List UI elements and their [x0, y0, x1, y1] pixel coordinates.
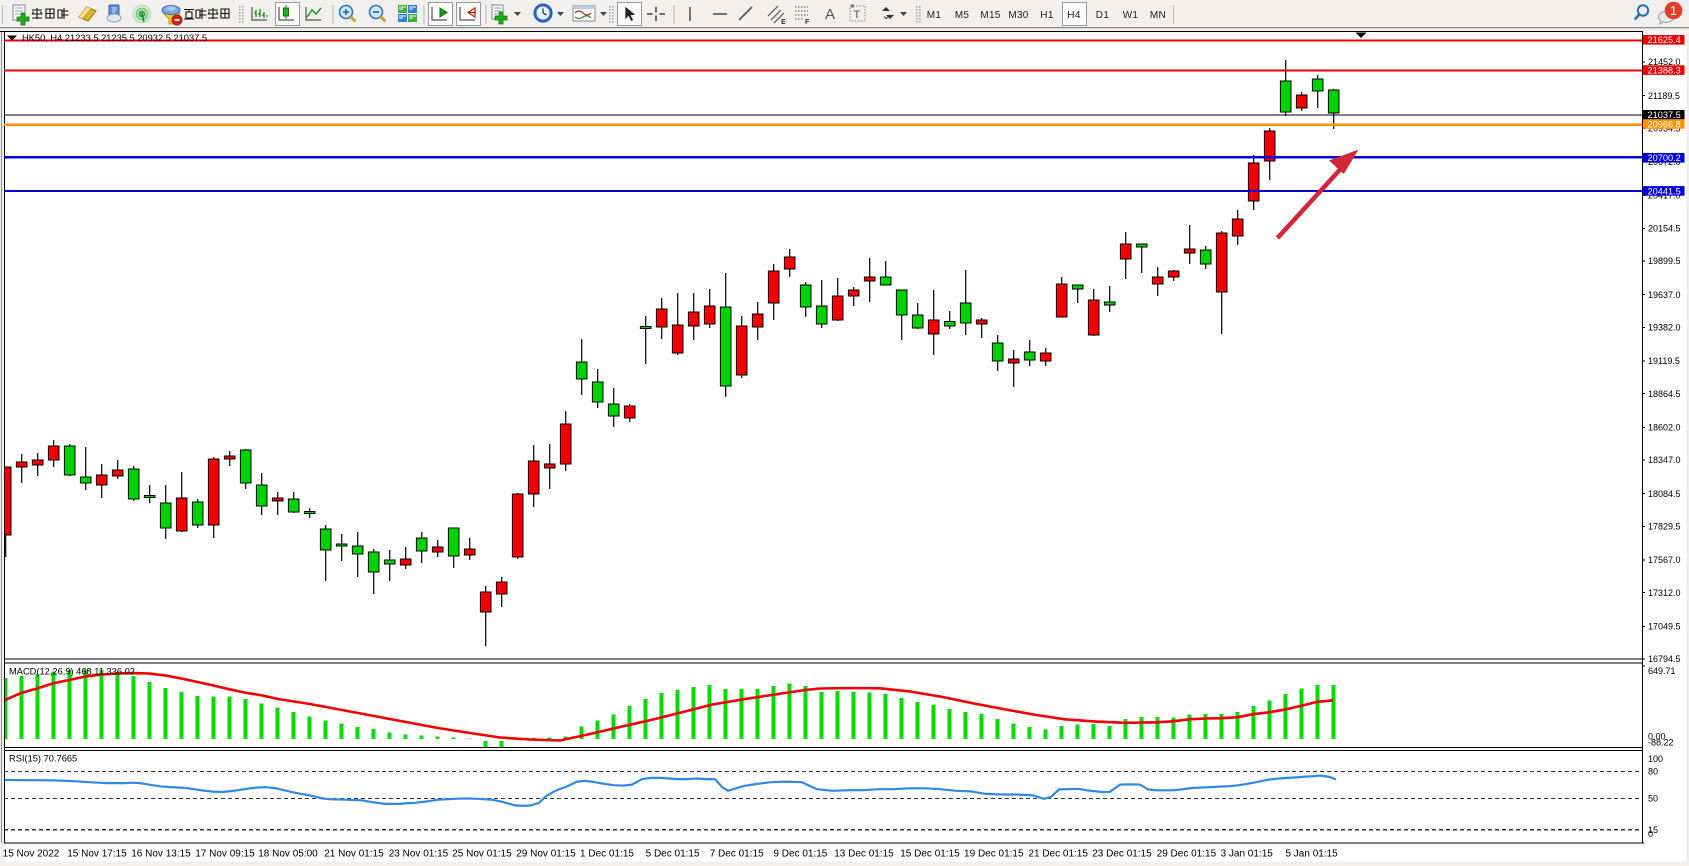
svg-text:9 Dec 01:15: 9 Dec 01:15 [773, 849, 827, 860]
svg-text:M5: M5 [955, 10, 970, 21]
svg-text:23 Nov 01:15: 23 Nov 01:15 [389, 849, 449, 860]
svg-text:18864.5: 18864.5 [1648, 389, 1681, 399]
svg-text:20154.5: 20154.5 [1648, 224, 1681, 234]
svg-text:100: 100 [1648, 754, 1663, 764]
svg-text:15 Nov 2022: 15 Nov 2022 [3, 849, 60, 860]
svg-text:F: F [805, 19, 810, 26]
svg-text:T: T [854, 9, 861, 21]
svg-text:19119.5: 19119.5 [1648, 356, 1680, 366]
svg-text:21 Dec 01:15: 21 Dec 01:15 [1028, 849, 1088, 860]
svg-text:18347.0: 18347.0 [1648, 455, 1681, 465]
svg-text:17049.5: 17049.5 [1648, 622, 1681, 632]
svg-text:3 Jan 01:15: 3 Jan 01:15 [1221, 849, 1274, 860]
svg-text:15: 15 [1648, 825, 1658, 835]
svg-text:50: 50 [1648, 794, 1658, 804]
svg-text:80: 80 [1648, 767, 1658, 777]
svg-text:649.71: 649.71 [1648, 666, 1676, 676]
svg-text:D1: D1 [1096, 10, 1110, 21]
svg-text:16794.5: 16794.5 [1648, 654, 1681, 664]
svg-text:20966.8: 20966.8 [1648, 119, 1681, 129]
svg-text:1: 1 [1670, 4, 1677, 18]
svg-text:21388.3: 21388.3 [1648, 66, 1681, 76]
svg-text:H4: H4 [1067, 10, 1081, 21]
svg-text:E: E [781, 19, 786, 26]
svg-text:21189.5: 21189.5 [1648, 91, 1680, 101]
svg-text:-88.22: -88.22 [1648, 738, 1674, 748]
svg-text:29 Dec 01:15: 29 Dec 01:15 [1157, 849, 1217, 860]
svg-text:19382.0: 19382.0 [1648, 323, 1681, 333]
svg-text:21625.4: 21625.4 [1648, 35, 1681, 45]
svg-text:M30: M30 [1008, 10, 1028, 21]
svg-text:1 Dec 01:15: 1 Dec 01:15 [580, 849, 634, 860]
svg-text:7 Dec 01:15: 7 Dec 01:15 [710, 849, 764, 860]
svg-text:0.00: 0.00 [1648, 732, 1666, 742]
svg-text:HK50, H4 21233.5 21235.5 2093: HK50, H4 21233.5 21235.5 20932.5 21037.5 [22, 33, 207, 43]
svg-text:20700.2: 20700.2 [1648, 153, 1681, 163]
svg-text:18084.5: 18084.5 [1648, 489, 1681, 499]
svg-text:MN: MN [1150, 10, 1166, 21]
svg-text:5 Jan 01:15: 5 Jan 01:15 [1285, 849, 1338, 860]
svg-text:16 Nov 13:15: 16 Nov 13:15 [131, 849, 191, 860]
svg-text:M15: M15 [980, 10, 1000, 21]
svg-text:25 Nov 01:15: 25 Nov 01:15 [452, 849, 512, 860]
svg-text:23 Dec 01:15: 23 Dec 01:15 [1092, 849, 1152, 860]
svg-text:21037.5: 21037.5 [1648, 110, 1681, 120]
svg-text:13 Dec 01:15: 13 Dec 01:15 [834, 849, 894, 860]
svg-text:H1: H1 [1040, 10, 1054, 21]
svg-text:20441.5: 20441.5 [1648, 186, 1681, 196]
svg-text:RSI(15) 70.7665: RSI(15) 70.7665 [9, 754, 77, 764]
svg-text:19899.5: 19899.5 [1648, 256, 1681, 266]
svg-text:21 Nov 01:15: 21 Nov 01:15 [324, 849, 384, 860]
svg-text:W1: W1 [1123, 10, 1139, 21]
svg-text:17312.0: 17312.0 [1648, 588, 1681, 598]
svg-text:M1: M1 [927, 10, 942, 21]
svg-text:15 Nov 17:15: 15 Nov 17:15 [67, 849, 127, 860]
svg-text:29 Nov 01:15: 29 Nov 01:15 [516, 849, 576, 860]
svg-text:17567.0: 17567.0 [1648, 555, 1681, 565]
svg-text:17 Nov 09:15: 17 Nov 09:15 [195, 849, 255, 860]
svg-text:0: 0 [1648, 829, 1653, 839]
svg-text:A: A [825, 6, 835, 23]
svg-text:18 Nov 05:00: 18 Nov 05:00 [258, 849, 318, 860]
svg-text:5 Dec 01:15: 5 Dec 01:15 [646, 849, 700, 860]
svg-text:21452.0: 21452.0 [1648, 57, 1681, 67]
svg-text:17829.5: 17829.5 [1648, 522, 1681, 532]
svg-text:15 Dec 01:15: 15 Dec 01:15 [900, 849, 960, 860]
svg-text:19637.0: 19637.0 [1648, 290, 1681, 300]
svg-text:MACD(12,26,9) 468.11 336.02: MACD(12,26,9) 468.11 336.02 [9, 667, 135, 677]
svg-text:18602.0: 18602.0 [1648, 423, 1681, 433]
svg-text:19 Dec 01:15: 19 Dec 01:15 [964, 849, 1024, 860]
